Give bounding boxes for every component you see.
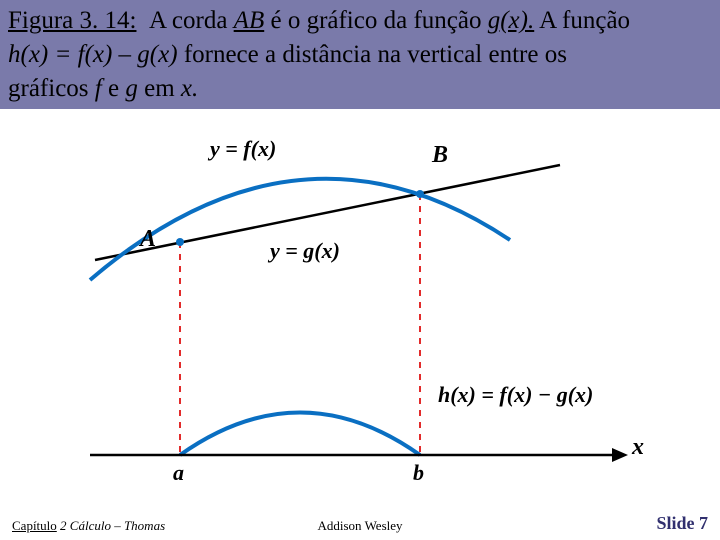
label-A: A xyxy=(140,226,156,253)
curve-h xyxy=(180,413,420,456)
label-b: b xyxy=(413,460,424,486)
caption-line-1: Figura 3. 14: A corda AB é o gráfico da … xyxy=(8,4,712,38)
label-yfx: y = f(x) xyxy=(210,136,276,162)
label-B: B xyxy=(432,142,448,169)
figure-number: Figura 3. 14: xyxy=(8,7,136,34)
label-a: a xyxy=(173,460,184,486)
label-ygx: y = g(x) xyxy=(270,238,340,264)
footer-slide-number: Slide 7 xyxy=(656,513,708,534)
figure-diagram: y = f(x) B A y = g(x) h(x) = f(x) − g(x)… xyxy=(0,130,720,500)
slide-header: Figura 3. 14: A corda AB é o gráfico da … xyxy=(0,0,720,109)
point-a-dot xyxy=(176,238,184,246)
diagram-svg xyxy=(0,130,720,500)
x-axis-arrow xyxy=(612,448,628,462)
caption-line-2: h(x) = f(x) – g(x) fornece a distância n… xyxy=(8,38,712,72)
caption-line-3: gráficos f e g em x. xyxy=(8,72,712,106)
footer-left: Capítulo 2 Cálculo – Thomas xyxy=(12,518,165,534)
point-b-dot xyxy=(416,190,424,198)
label-hx: h(x) = f(x) − g(x) xyxy=(438,382,593,408)
slide-footer: Capítulo 2 Cálculo – Thomas Addison Wesl… xyxy=(0,514,720,534)
label-x: x xyxy=(632,434,644,461)
footer-center: Addison Wesley xyxy=(317,518,402,534)
